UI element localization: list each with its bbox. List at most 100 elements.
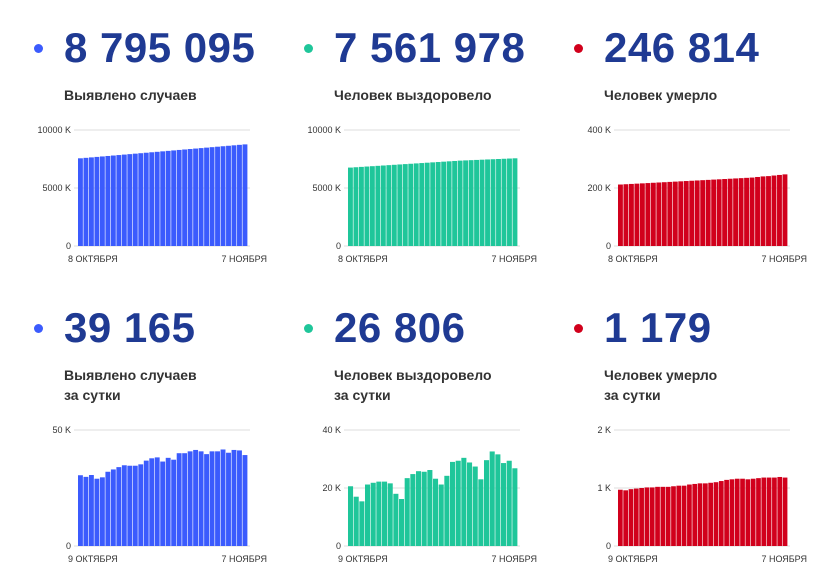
bar [364,166,370,246]
bar [78,475,83,546]
panel-label-line-1: Выявлено случаев [64,367,197,383]
bar [220,449,226,546]
panel-label-line-1: Выявлено случаев [64,87,197,103]
bar [694,180,700,246]
bar [138,464,144,546]
bar [375,165,381,246]
bar [220,146,226,246]
big-number: 7 561 978 [334,24,526,71]
bar [692,483,698,546]
bar [171,150,177,246]
bar [433,478,439,546]
bar [656,182,662,246]
bar [116,155,122,246]
bar [655,486,660,546]
x-tick-label-start: 9 ОКТЯБРЯ [608,554,658,564]
bar [404,478,410,546]
bar [705,179,711,246]
bar [667,181,673,246]
x-tick-label-end: 7 НОЯБРЯ [221,254,267,264]
panel-total-cases: 8 795 095 Выявлено случаев 0 5000 K 10000 … [0,0,270,290]
bar [777,174,782,246]
bar [421,471,427,546]
bar [176,149,182,246]
bar [727,178,733,246]
bar [771,175,777,246]
bar [427,470,433,546]
bar [672,181,678,246]
y-tick-label: 20 K [322,483,341,493]
bar [382,481,388,546]
bar [463,160,469,246]
bar [501,463,507,546]
bar [204,147,210,246]
bar [226,452,231,546]
bar [479,159,485,246]
legend-dot [304,44,313,53]
bar [441,161,447,246]
bar [766,176,771,246]
bar [165,150,171,246]
bar [215,146,220,246]
y-tick-label: 400 K [587,125,611,135]
bar [149,152,155,246]
bar [501,158,507,246]
panel-total-deaths: 246 814 Человек умерло 0 200 K 400 K 8 ОКТЯ… [540,0,810,290]
bar-chart: 0 200 K 400 K 8 ОКТЯБРЯ 7 НОЯБРЯ [587,125,807,264]
bar [226,145,231,246]
bar [766,477,772,546]
bar [209,451,215,546]
bar [634,183,640,246]
bar [697,483,703,546]
bar [105,471,111,546]
bar [761,477,767,546]
y-tick-label: 5000 K [42,183,71,193]
bar [478,479,484,546]
x-tick-label-start: 9 ОКТЯБРЯ [338,554,388,564]
bar [738,178,744,246]
bar [489,451,495,546]
bar [393,493,399,546]
bar [198,451,204,546]
panel-label-line-2: за сутки [334,387,391,403]
bar [623,184,629,246]
bar [782,477,788,546]
bar [127,154,133,246]
bar [391,164,397,246]
bar [485,159,490,246]
bar [438,484,444,546]
bar [182,149,188,246]
panel-daily-cases: 39 165 Выявлено случаев за сутки 0 50 K 9 … [0,290,270,580]
bar [618,489,623,546]
bar [495,454,501,546]
bar [457,160,463,246]
bar [681,485,687,546]
bar [348,167,353,246]
bar [782,174,788,246]
bar [365,484,371,546]
bar [671,486,676,546]
bar [512,158,518,246]
y-tick-label: 10000 K [307,125,341,135]
bar [88,157,94,246]
y-tick-label: 0 [336,241,341,251]
bar [687,484,692,546]
bar [165,457,171,546]
bar [78,158,83,246]
bar-chart: 0 1 K 2 K 9 ОКТЯБРЯ 7 НОЯБРЯ [597,425,807,564]
y-tick-label: 50 K [52,425,71,435]
legend-dot [34,324,43,333]
bar [490,159,496,246]
bar [506,460,512,546]
x-tick-label-start: 9 ОКТЯБРЯ [68,554,118,564]
bar [187,149,193,246]
bar [689,180,695,246]
bar [749,177,755,246]
bar [110,155,116,246]
bar [237,450,242,546]
y-tick-label: 2 K [597,425,611,435]
bar [683,181,689,246]
bar [353,496,359,546]
legend-dot [34,44,43,53]
x-tick-label-start: 8 ОКТЯБРЯ [338,254,388,264]
